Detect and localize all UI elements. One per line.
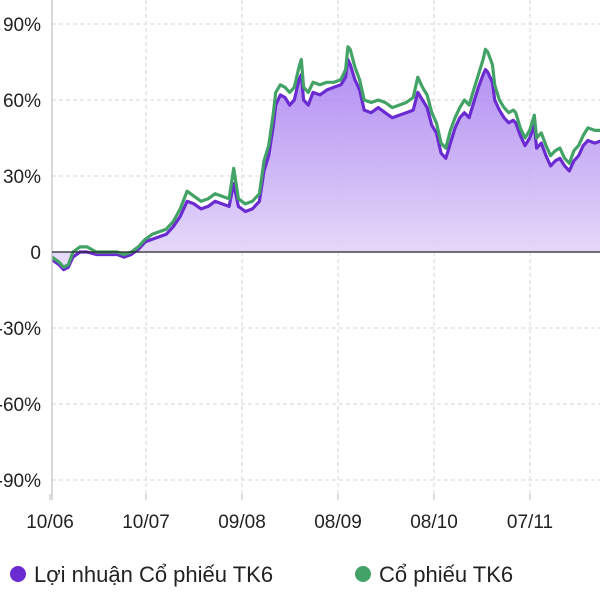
y-tick-label: 60%	[3, 91, 41, 112]
x-tick-label: 08/09	[314, 512, 362, 533]
series-area-loi-nhuan	[52, 59, 600, 270]
series-line-loi-nhuan	[52, 57, 600, 272]
x-tick-label: 09/08	[218, 512, 266, 533]
legend-marker	[355, 566, 371, 582]
x-tick-label: 08/10	[410, 512, 458, 533]
legend-item-co-phieu: Cổ phiếu TK6	[379, 562, 513, 587]
x-tick-label: 10/06	[26, 512, 74, 533]
y-tick-label: -30%	[0, 319, 41, 340]
x-tick-label: 10/07	[122, 512, 170, 533]
y-tick-label: 90%	[3, 15, 41, 36]
y-tick-label: 30%	[3, 167, 41, 188]
y-tick-label: -90%	[0, 471, 41, 492]
y-tick-label: 0	[30, 243, 41, 264]
x-tick-label: 07/11	[507, 512, 553, 533]
series-line-co-phieu	[52, 45, 600, 269]
legend-item-loi-nhuan: Lợi nhuận Cổ phiếu TK6	[34, 562, 273, 587]
legend-marker	[10, 566, 26, 582]
y-tick-label: -60%	[0, 395, 41, 416]
